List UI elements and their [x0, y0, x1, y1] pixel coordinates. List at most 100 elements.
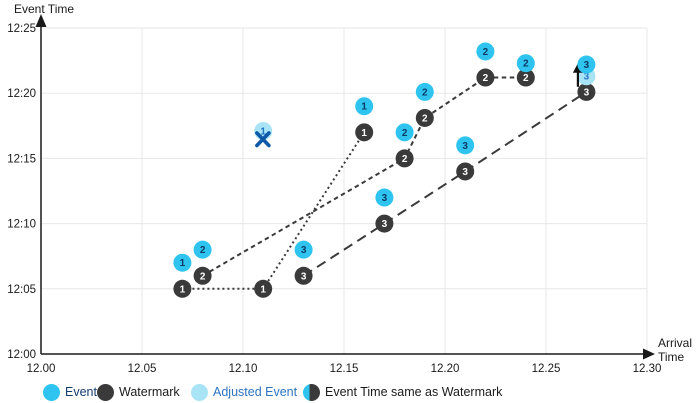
watermark-line-1: [182, 131, 366, 290]
watermark-point-number: 3: [462, 167, 468, 178]
watermark-point: 1: [355, 123, 374, 142]
x-tick-label: 12.20: [431, 363, 460, 375]
watermark-point: 2: [193, 266, 212, 285]
watermark-point: 2: [476, 68, 495, 87]
event-point-circle: [395, 123, 414, 142]
watermark-point-circle: [415, 108, 434, 127]
watermark-point-number: 3: [301, 271, 307, 282]
watermark-point-number: 3: [382, 219, 388, 230]
adjusted-event-point-number: 3: [584, 72, 590, 83]
event-point: 2: [476, 42, 495, 61]
x-axis-arrow-icon: [643, 348, 655, 360]
event-point-circle: [415, 82, 434, 101]
watermark-points: 1 1 1 2 2 2 2 2 3 3 3 3: [173, 68, 596, 298]
event-point-number: 1: [180, 258, 186, 269]
y-tick-label: 12:05: [7, 284, 36, 296]
adjusted-event-swatch-icon: [191, 383, 208, 401]
axes: 12:00 12:05 12:10 12:15 12:20 12:25 12.00 12.05…: [7, 2, 692, 375]
x-tick-label: 12.10: [229, 363, 258, 375]
watermark-point-number: 2: [483, 73, 489, 84]
x-mark-icon: [255, 131, 271, 148]
event-point: 2: [395, 123, 414, 142]
watermark-point: 2: [395, 149, 414, 168]
event-point: 1: [355, 97, 374, 116]
legend-item-watermark: Watermark: [97, 382, 180, 402]
event-point-circle: [476, 42, 495, 61]
watermark-point-circle: [476, 68, 495, 87]
watermark-point-circle: [456, 162, 475, 181]
event-point-number: 2: [402, 128, 408, 139]
y-tick-label: 12:25: [7, 23, 36, 35]
event-point: 3: [294, 240, 313, 259]
event-point-number: 3: [584, 60, 590, 71]
event-point-number: 1: [361, 102, 367, 113]
watermark-line-3: [303, 91, 587, 277]
watermark-point: 3: [577, 82, 596, 101]
event-point-circle: [375, 188, 394, 207]
event-point-circle: [193, 240, 212, 259]
event-point-circle: [355, 97, 374, 116]
legend-label-adjusted-event: Adjusted Event: [213, 384, 298, 399]
y-tick-label: 12:10: [7, 219, 36, 231]
watermark-point-circle: [375, 214, 394, 233]
gridlines: [41, 27, 648, 354]
watermark-point-number: 2: [523, 73, 529, 84]
event-point-circle: [294, 240, 313, 259]
watermark-point-circle: [294, 266, 313, 285]
watermark-point-circle: [395, 149, 414, 168]
x-axis-title: Arrival: [658, 336, 692, 350]
x-tick-label: 12.00: [27, 363, 56, 375]
legend-item-adjusted-event: Adjusted Event: [191, 382, 297, 402]
event-point-circle: [577, 55, 596, 74]
x-axis-title: Time: [658, 350, 685, 364]
event-point: 3: [456, 136, 475, 155]
y-axis-title: Event Time: [14, 2, 74, 16]
watermark-point-number: 2: [402, 154, 408, 165]
event-point-number: 2: [483, 47, 489, 58]
event-point-number: 3: [382, 193, 388, 204]
legend: Event Watermark Adjusted Event Event Tim…: [0, 382, 696, 402]
legend-label-watermark: Watermark: [119, 384, 180, 399]
event-point: 2: [516, 54, 535, 73]
y-axis-arrow-icon: [35, 14, 47, 27]
watermark-point: 2: [516, 68, 535, 87]
watermark-point-circle: [577, 82, 596, 101]
watermark-point: 3: [294, 266, 313, 285]
event-point-number: 2: [200, 245, 206, 256]
y-tick-label: 12:00: [7, 349, 36, 361]
watermark-swatch-icon: [97, 383, 114, 401]
y-tick-label: 12:15: [7, 153, 36, 165]
event-point: 2: [193, 240, 212, 259]
event-swatch-icon: [43, 383, 60, 401]
watermark-point: 1: [254, 279, 273, 298]
chart-canvas: 12:00 12:05 12:10 12:15 12:20 12:25 12.00 12.05…: [7, 2, 692, 375]
x-tick-label: 12.05: [128, 363, 157, 375]
watermark-point-number: 2: [422, 113, 428, 124]
watermark-point-circle: [193, 266, 212, 285]
event-point: 3: [577, 55, 596, 74]
watermark-point: 2: [415, 108, 434, 127]
watermark-point: 1: [173, 279, 192, 298]
watermark-point-number: 3: [584, 87, 590, 98]
watermark-point: 3: [456, 162, 475, 181]
legend-item-event-same-as-watermark: Event Time same as Watermark: [303, 382, 502, 402]
event-point-circle: [516, 54, 535, 73]
event-point-circle: [173, 253, 192, 272]
event-point-number: 3: [462, 141, 468, 152]
event-point: 1: [173, 253, 192, 272]
adjusted-event-point-number: 1: [260, 127, 266, 138]
event-point-circle: [456, 136, 475, 155]
watermark-point-number: 2: [200, 271, 206, 282]
event-point: 3: [375, 188, 394, 207]
watermark-point-number: 1: [180, 284, 186, 295]
watermark-point-number: 1: [361, 128, 367, 139]
x-tick-label: 12.15: [330, 363, 359, 375]
legend-item-event: Event: [43, 382, 97, 402]
legend-label-event: Event: [65, 384, 97, 399]
watermark-point-circle: [516, 68, 535, 87]
adjusted-event-points: 13: [254, 63, 596, 148]
event-point-number: 2: [523, 59, 529, 70]
legend-label-event-same-as-watermark: Event Time same as Watermark: [325, 384, 503, 399]
x-tick-label: 12.30: [633, 363, 662, 375]
